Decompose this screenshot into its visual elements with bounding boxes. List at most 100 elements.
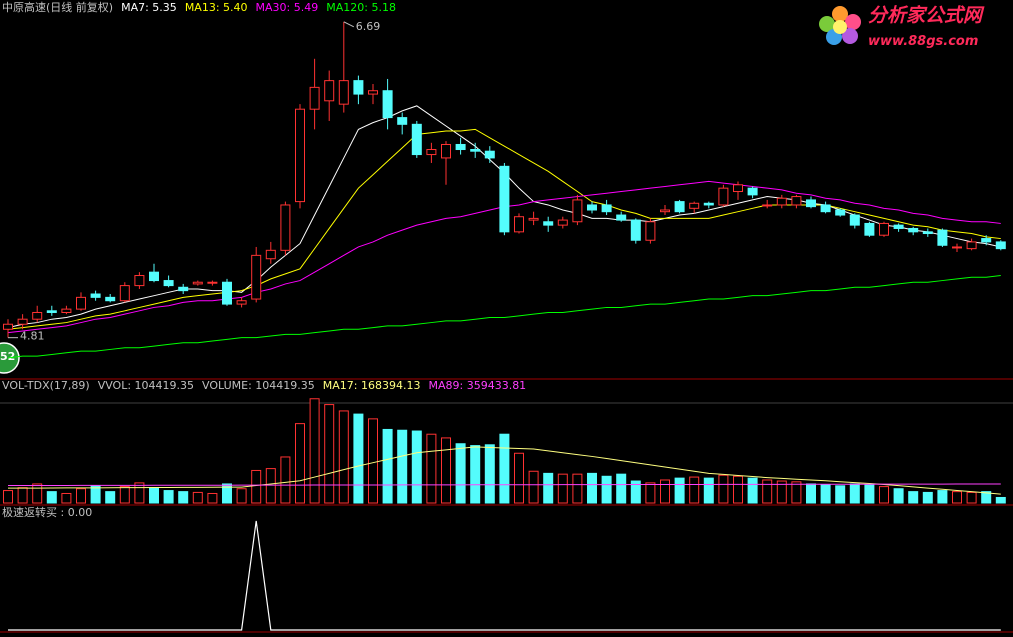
candle-body [689,202,700,209]
candle-body [251,254,262,300]
candle-body [762,204,773,207]
volume-bar [338,410,349,504]
legend-text: MA30: 5.49 [256,1,319,14]
candle-body [222,281,232,305]
candle-body [747,187,758,196]
candle-body [528,217,539,221]
candle-body [382,90,393,119]
volume-bar [893,488,904,504]
candle-body [660,209,670,213]
volume-bar [499,433,510,504]
volume-bar [178,491,189,504]
candle-body [776,197,787,206]
volume-bar [514,452,524,504]
candle-body [90,293,101,298]
candle-body [149,271,159,282]
volume-bar [864,484,875,504]
volume-bar [601,475,612,504]
volume-ma-line [7,446,1001,495]
volume-bar [806,483,816,504]
volume-bar [222,483,232,504]
candle-body [3,323,13,330]
volume-bar [791,481,802,504]
volume-bar [703,477,714,504]
volume-bar [309,398,320,504]
volume-bar [134,482,145,504]
candle-body [119,285,130,302]
ma-line [7,275,1001,359]
candle-body [966,241,977,250]
volume-bar [295,423,305,504]
volume-bar [119,486,130,504]
volume-bar [849,483,860,504]
candle-body [893,224,904,229]
candle-body [105,296,116,302]
volume-bar [149,487,159,504]
volume-bar [733,475,743,504]
candle-body [46,310,57,313]
volume-bar [382,428,393,504]
candle-body [17,318,28,325]
candle-body [134,275,145,287]
candle-body [864,222,875,236]
legend-text: VVOL: 104419.35 [98,379,194,392]
legend-text: VOLUME: 104419.35 [202,379,315,392]
badge-text: 52 [0,350,15,363]
volume-bar [572,473,583,504]
candle-body [645,221,656,241]
indicator-line [8,520,1001,631]
volume-bar [981,491,992,504]
volume-bar [236,488,247,504]
volume-bar [995,496,1006,504]
volume-bar [105,491,116,504]
logo: 分析家公式网 www.88gs.com [819,5,985,49]
candle-body [703,202,714,206]
logo-url: www.88gs.com [868,34,978,49]
volume-bar [747,477,758,504]
volume-bar [470,445,481,504]
volume-bar [543,472,554,504]
candle-body [455,143,466,151]
volume-bar [689,476,700,504]
volume-bar [952,491,962,504]
candle-body [557,219,568,226]
candle-body [835,209,846,216]
price-annotation: 4.81 [20,330,45,343]
candle-body [368,90,378,95]
candle-body [937,229,948,246]
volume-bar [922,491,933,504]
candle-body [630,219,641,241]
candle-body [236,300,247,305]
volume-bar [630,480,641,504]
volume-bar [937,490,948,504]
volume-bar [76,488,86,504]
volume-bar [192,491,203,504]
candle-body [806,199,816,208]
candle-body [952,246,962,249]
candle-body [922,231,933,235]
candle-body [324,80,335,102]
candle-body [616,214,627,221]
volume-bar [557,473,568,504]
candle-body [163,280,174,287]
legend-text: 中原高速(日线 前复权) [2,0,113,14]
candle-body [338,80,349,105]
legend-text: VOL-TDX(17,89) [2,379,90,392]
volume-bar [163,490,174,504]
logo-title: 分析家公式网 [868,5,985,27]
volume-bar [207,492,218,504]
candle-body [587,204,597,211]
volume-bar [660,479,670,504]
legend-text: MA7: 5.35 [121,1,177,14]
candle-body [733,184,743,193]
candle-body [718,187,729,206]
candle-body [995,241,1006,250]
candle-body [207,281,218,284]
volume-bar [265,468,276,504]
volume-bar [455,443,466,504]
volume-bar [879,486,889,504]
candle-body [572,199,583,223]
candle-body [280,204,291,251]
